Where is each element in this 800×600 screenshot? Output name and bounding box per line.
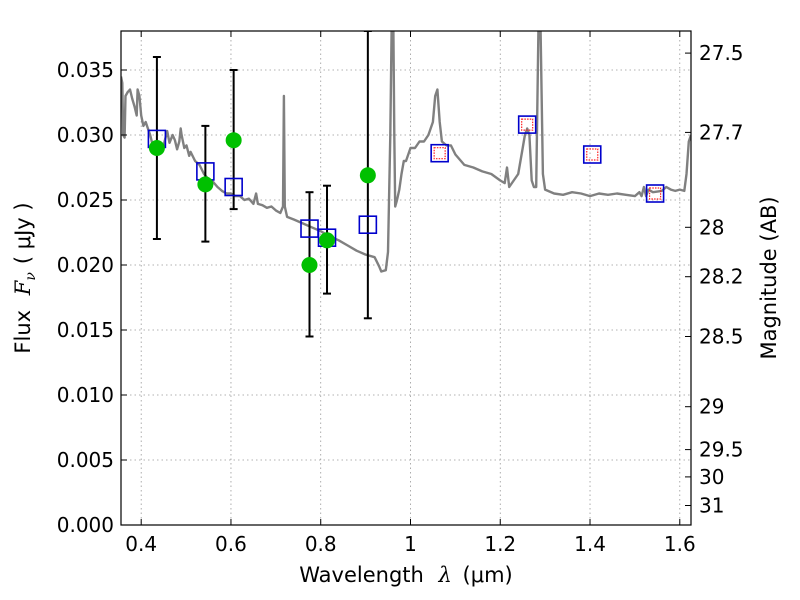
y-tick-label: 0.025 <box>57 188 114 212</box>
x-tick-label: 1.4 <box>574 532 606 556</box>
y2-tick-label: 27.5 <box>699 41 744 65</box>
y-tick-label: 0.020 <box>57 253 114 277</box>
plot-background <box>121 31 691 525</box>
y2-tick-label: 31 <box>699 494 724 518</box>
y2-tick-label: 28.2 <box>699 265 744 289</box>
y-tick-label: 0.015 <box>57 318 114 342</box>
plot-frame <box>120 30 692 526</box>
y-tick-label: 0.000 <box>57 513 114 537</box>
grid <box>121 31 691 526</box>
x-tick-label: 1.6 <box>664 532 696 556</box>
model-point-inner <box>433 147 446 160</box>
y-axis-label: Flux Fν( μJy ) <box>11 202 39 353</box>
model-point <box>358 215 378 234</box>
model-point <box>224 177 243 197</box>
model-point-inner <box>586 148 599 161</box>
x-axis-label: Wavelength λ (μm) <box>299 563 512 587</box>
observed-point <box>301 257 318 273</box>
x-tick-label: 0.6 <box>215 532 247 556</box>
y2-tick-label: 30 <box>699 465 724 489</box>
y2-tick-label: 28.5 <box>699 325 744 349</box>
observed-point <box>148 140 165 156</box>
y2-tick-label: 27.7 <box>699 120 744 144</box>
x-tick-label: 1.2 <box>484 532 516 556</box>
model-point-inner <box>648 187 662 200</box>
model-point <box>582 145 602 164</box>
y-tick-label: 0.010 <box>57 383 114 407</box>
y-tick-label: 0.035 <box>57 58 114 82</box>
model-point <box>645 184 665 203</box>
model-point-inner <box>521 118 534 131</box>
y2-tick-label: 29.5 <box>699 438 744 462</box>
x-tick-label: 0.4 <box>125 532 157 556</box>
observed-point <box>225 132 242 149</box>
y2-tick-label: 28 <box>699 215 724 239</box>
ticks: 0.4 0.6 0.8 1 1.2 1.4 1.6 0.000 0.005 0.010 0.015 0… <box>57 31 744 556</box>
observed-point <box>197 176 214 193</box>
model-points-layer <box>147 115 665 247</box>
observed-point <box>319 232 336 249</box>
x-tick-label: 1 <box>404 532 417 556</box>
observed-points-layer <box>148 132 376 273</box>
observed-point <box>359 167 376 184</box>
y2-tick-label: 29 <box>699 395 724 419</box>
spectrum-layer <box>121 31 691 273</box>
y-tick-label: 0.030 <box>57 123 114 147</box>
y-tick-label: 0.005 <box>57 448 114 472</box>
model-point <box>430 143 449 163</box>
spectrum-line <box>121 31 691 273</box>
x-tick-label: 0.8 <box>305 532 337 556</box>
y2-axis-label: Magnitude (AB) <box>757 196 781 359</box>
model-point <box>517 115 537 134</box>
